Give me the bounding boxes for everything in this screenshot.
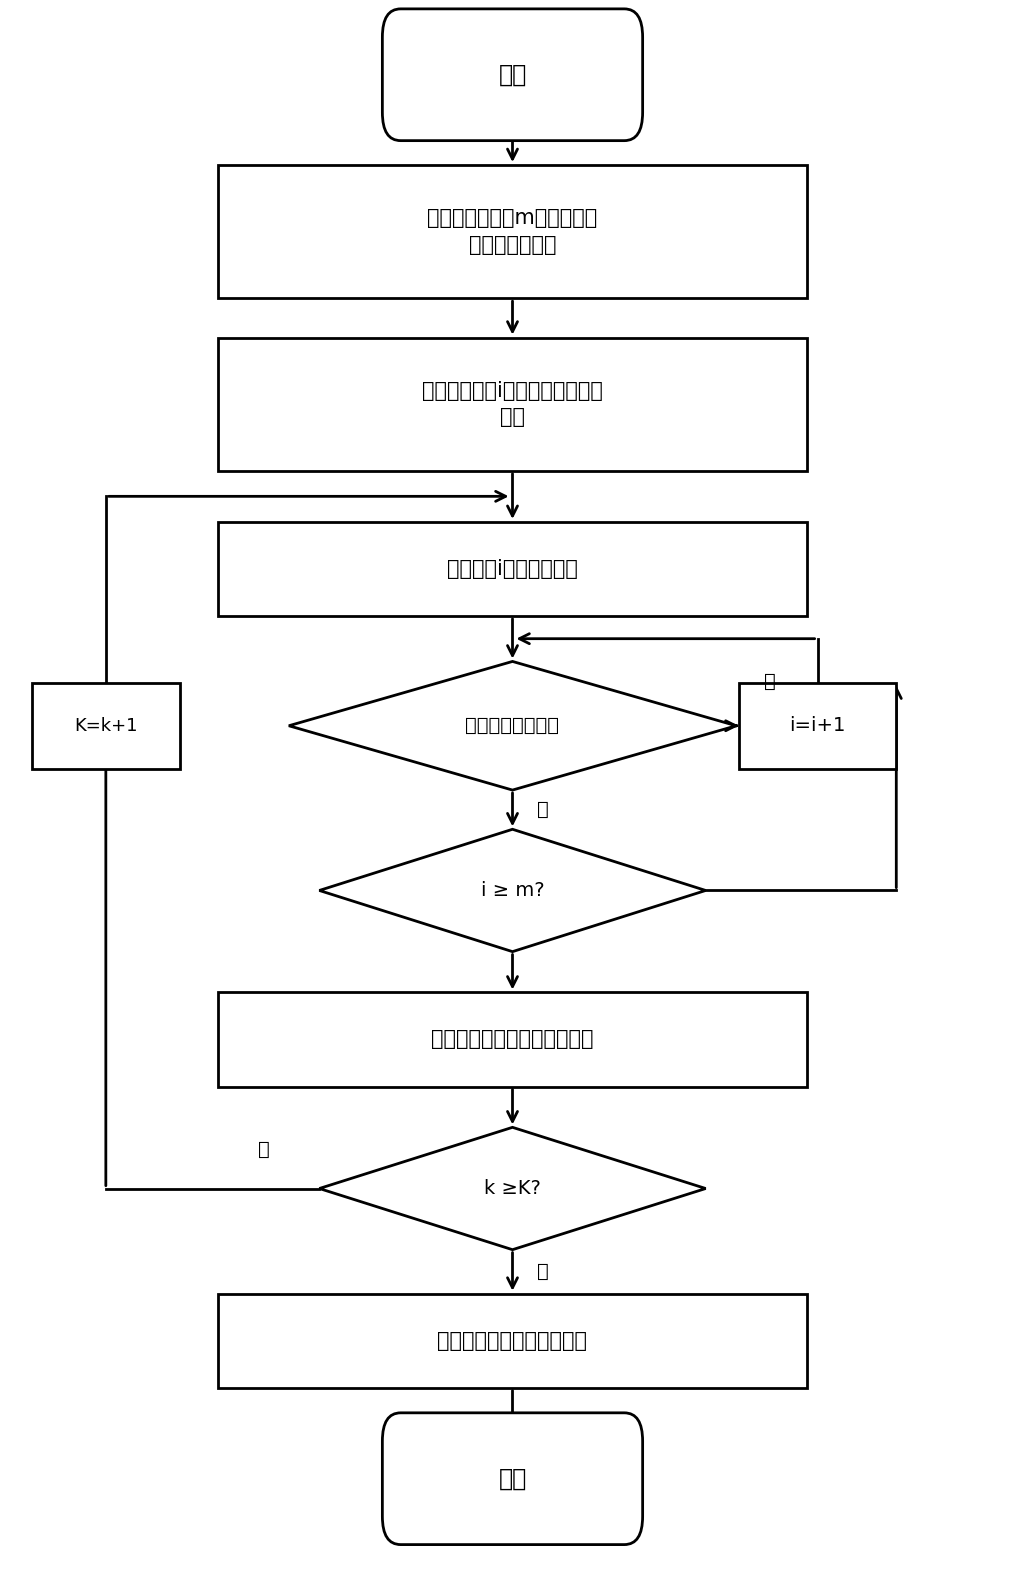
Bar [217,522,808,617]
Bar [739,683,896,770]
Polygon shape [289,661,736,790]
Polygon shape [320,830,705,951]
Text: 得到最终容量优化配置结果: 得到最终容量优化配置结果 [438,1331,587,1350]
Text: 否: 否 [257,1140,270,1159]
Text: 是否满足约束条件: 是否满足约束条件 [465,716,560,735]
Text: K=k+1: K=k+1 [74,718,137,735]
Text: k ≥K?: k ≥K? [484,1180,541,1199]
Bar [217,166,808,298]
Text: i=i+1: i=i+1 [789,716,846,735]
FancyBboxPatch shape [382,9,643,140]
Bar [217,992,808,1087]
Bar [217,1293,808,1388]
Text: 更新粒子i的参数和位置: 更新粒子i的参数和位置 [447,558,578,579]
Text: 是: 是 [537,800,548,818]
Bar [32,683,179,770]
Text: 结束: 结束 [498,1467,527,1490]
Text: 随机产生规模为m的初始化种
群：位置和速度: 随机产生规模为m的初始化种 群：位置和速度 [427,208,598,255]
Text: 否: 否 [764,672,776,691]
Bar [217,337,808,472]
FancyBboxPatch shape [382,1413,643,1544]
Text: 是: 是 [537,1262,548,1281]
Polygon shape [320,1128,705,1249]
Text: 计算每个粒子i的适应度（目标函
数）: 计算每个粒子i的适应度（目标函 数） [422,382,603,427]
Text: 开始: 开始 [498,63,527,87]
Text: i ≥ m?: i ≥ m? [481,882,544,900]
Text: 更新局部最优解和全局最优解: 更新局部最优解和全局最优解 [432,1030,593,1049]
